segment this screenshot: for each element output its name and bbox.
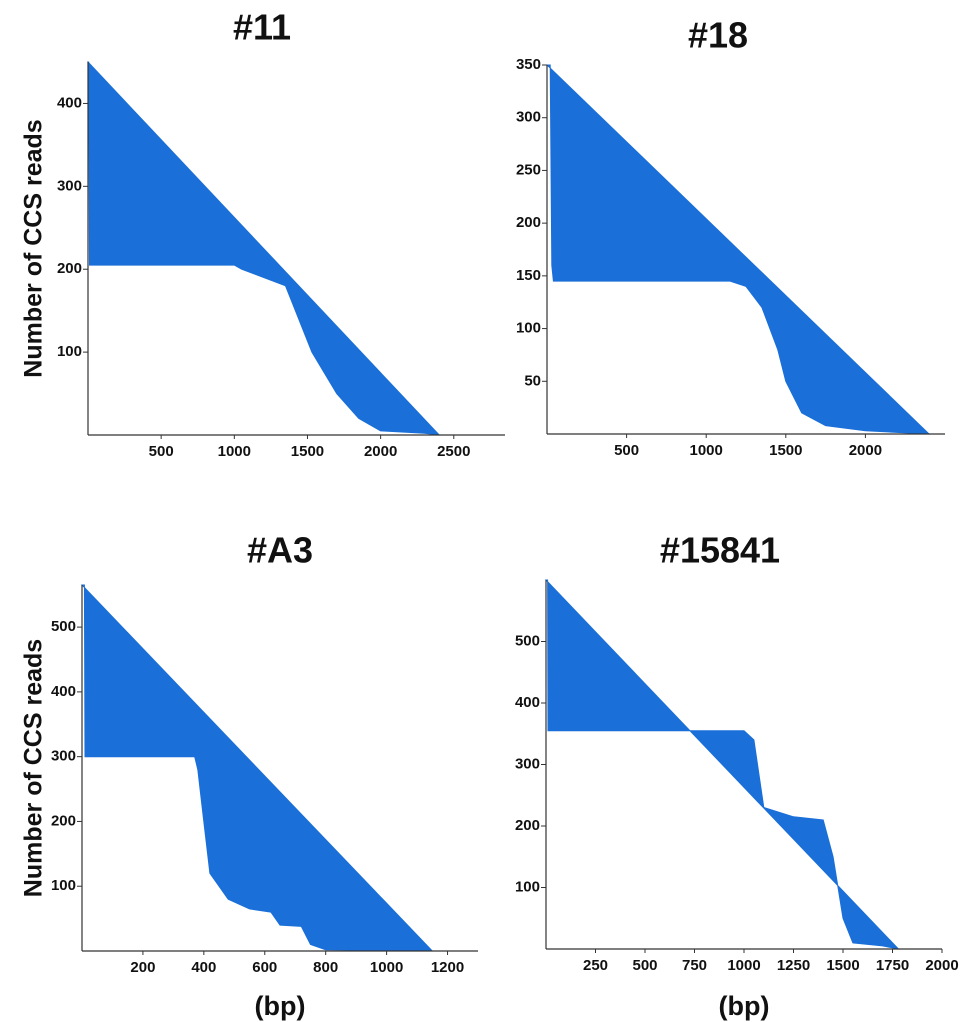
chart-title: #15841 [660, 530, 780, 571]
y-tick-label: 300 [51, 748, 76, 765]
x-tick-label: 1500 [769, 442, 802, 459]
x-tick-label: 1750 [876, 957, 909, 974]
x-tick-label: 1000 [727, 957, 760, 974]
x-tick-label: 2000 [849, 442, 882, 459]
x-tick-label: 400 [191, 959, 216, 976]
y-tick-label: 150 [516, 267, 541, 284]
x-tick-label: 200 [130, 959, 155, 976]
read-coverage-area [80, 584, 434, 952]
y-tick-label: 100 [57, 343, 82, 360]
y-tick-label: 200 [516, 214, 541, 231]
x-tick-label: 500 [632, 957, 657, 974]
y-axis-label: Number of CCS reads [20, 639, 48, 897]
chart-title: #18 [688, 15, 748, 56]
y-tick-label: 100 [515, 878, 540, 895]
y-tick-label: 300 [516, 109, 541, 126]
read-coverage-area [545, 64, 931, 435]
read-coverage-area [86, 61, 441, 436]
y-tick-label: 200 [51, 812, 76, 829]
y-tick-label: 200 [515, 817, 540, 834]
y-axis-label: Number of CCS reads [20, 119, 48, 377]
x-tick-label: 1000 [218, 443, 251, 460]
y-tick-label: 400 [515, 694, 540, 711]
y-tick-label: 250 [516, 161, 541, 178]
x-axis-label: (bp) [719, 991, 770, 1021]
x-tick-label: 1200 [431, 959, 464, 976]
y-tick-label: 350 [516, 56, 541, 73]
y-tick-label: 500 [51, 618, 76, 635]
x-tick-label: 1250 [777, 957, 810, 974]
y-tick-label: 100 [51, 877, 76, 894]
y-tick-label: 300 [57, 177, 82, 194]
read-coverage-area [544, 579, 900, 950]
y-tick-label: 500 [515, 632, 540, 649]
y-tick-label: 50 [524, 372, 541, 389]
x-tick-label: 500 [614, 442, 639, 459]
x-tick-label: 500 [149, 443, 174, 460]
x-axis-label: (bp) [255, 991, 306, 1021]
x-tick-label: 2000 [364, 443, 397, 460]
y-tick-label: 400 [57, 94, 82, 111]
x-tick-label: 1000 [370, 959, 403, 976]
x-tick-label: 1000 [690, 442, 723, 459]
y-tick-label: 200 [57, 260, 82, 277]
x-tick-label: 750 [682, 957, 707, 974]
y-tick-label: 100 [516, 320, 541, 337]
chart-title: #A3 [247, 530, 313, 571]
x-tick-label: 2500 [437, 443, 470, 460]
y-tick-label: 400 [51, 683, 76, 700]
x-tick-label: 800 [313, 959, 338, 976]
y-tick-label: 300 [515, 755, 540, 772]
x-tick-label: 600 [252, 959, 277, 976]
x-tick-label: 1500 [291, 443, 324, 460]
chart-title: #11 [233, 7, 291, 48]
x-tick-label: 1500 [826, 957, 859, 974]
x-tick-label: 250 [583, 957, 608, 974]
x-tick-label: 2000 [925, 957, 958, 974]
